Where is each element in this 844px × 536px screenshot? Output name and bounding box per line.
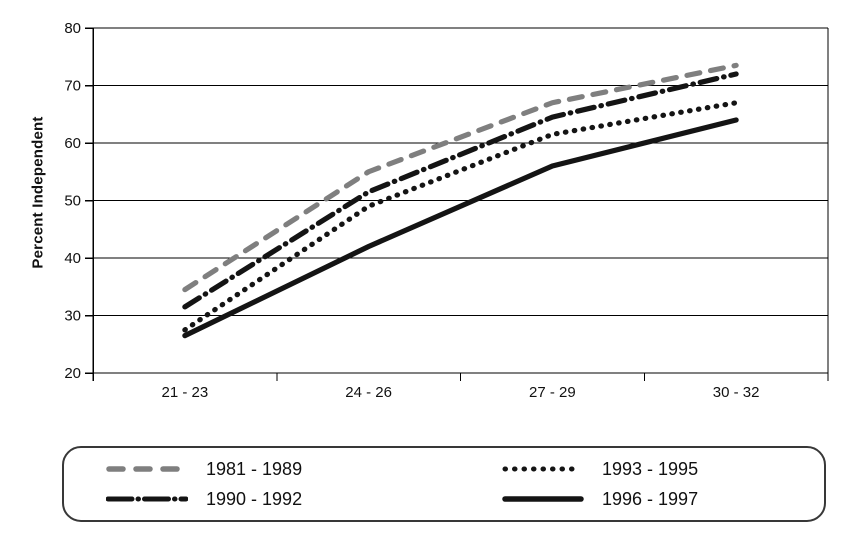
y-tick-label: 30: [64, 308, 81, 325]
y-tick-label: 70: [64, 78, 81, 95]
dotted-line-sample-icon: [502, 466, 584, 472]
y-tick-label: 20: [64, 365, 81, 382]
series-line-1996-1997: [182, 117, 739, 339]
legend-item-1996-1997: 1996 - 1997: [460, 489, 814, 510]
dash-dot-line-sample-icon: [106, 496, 188, 502]
x-tick-label: 27 - 29: [529, 384, 576, 401]
y-tick-label: 50: [64, 193, 81, 210]
x-tick-label: 30 - 32: [713, 384, 760, 401]
x-tick-label: 21 - 23: [162, 384, 209, 401]
dashed-line-sample-icon: [106, 466, 188, 472]
series-line-1981-1989: [182, 62, 739, 293]
y-tick-label: 80: [64, 20, 81, 37]
legend-label: 1990 - 1992: [206, 488, 303, 509]
legend-label: 1993 - 1995: [602, 458, 699, 479]
series-line-1993-1995: [182, 100, 739, 333]
legend-label: 1996 - 1997: [602, 488, 699, 509]
y-tick-label: 40: [64, 250, 81, 267]
legend-item-1981-1989: 1981 - 1989: [106, 459, 460, 480]
y-tick-label: 60: [64, 135, 81, 152]
legend-item-1993-1995: 1993 - 1995: [460, 459, 814, 480]
legend-label: 1981 - 1989: [206, 458, 303, 479]
legend: 1981 - 1989 1990 - 1992 1993 - 1995 1996…: [62, 446, 826, 522]
legend-item-1990-1992: 1990 - 1992: [106, 489, 460, 510]
x-tick-label: 24 - 26: [345, 384, 392, 401]
line-chart: 20 30 40 50 60 70 80 21 - 23 24 - 26 27 - 29 30 - …: [64, 20, 829, 401]
solid-line-sample-icon: [502, 496, 584, 502]
series-line-1990-1992: [182, 71, 739, 310]
